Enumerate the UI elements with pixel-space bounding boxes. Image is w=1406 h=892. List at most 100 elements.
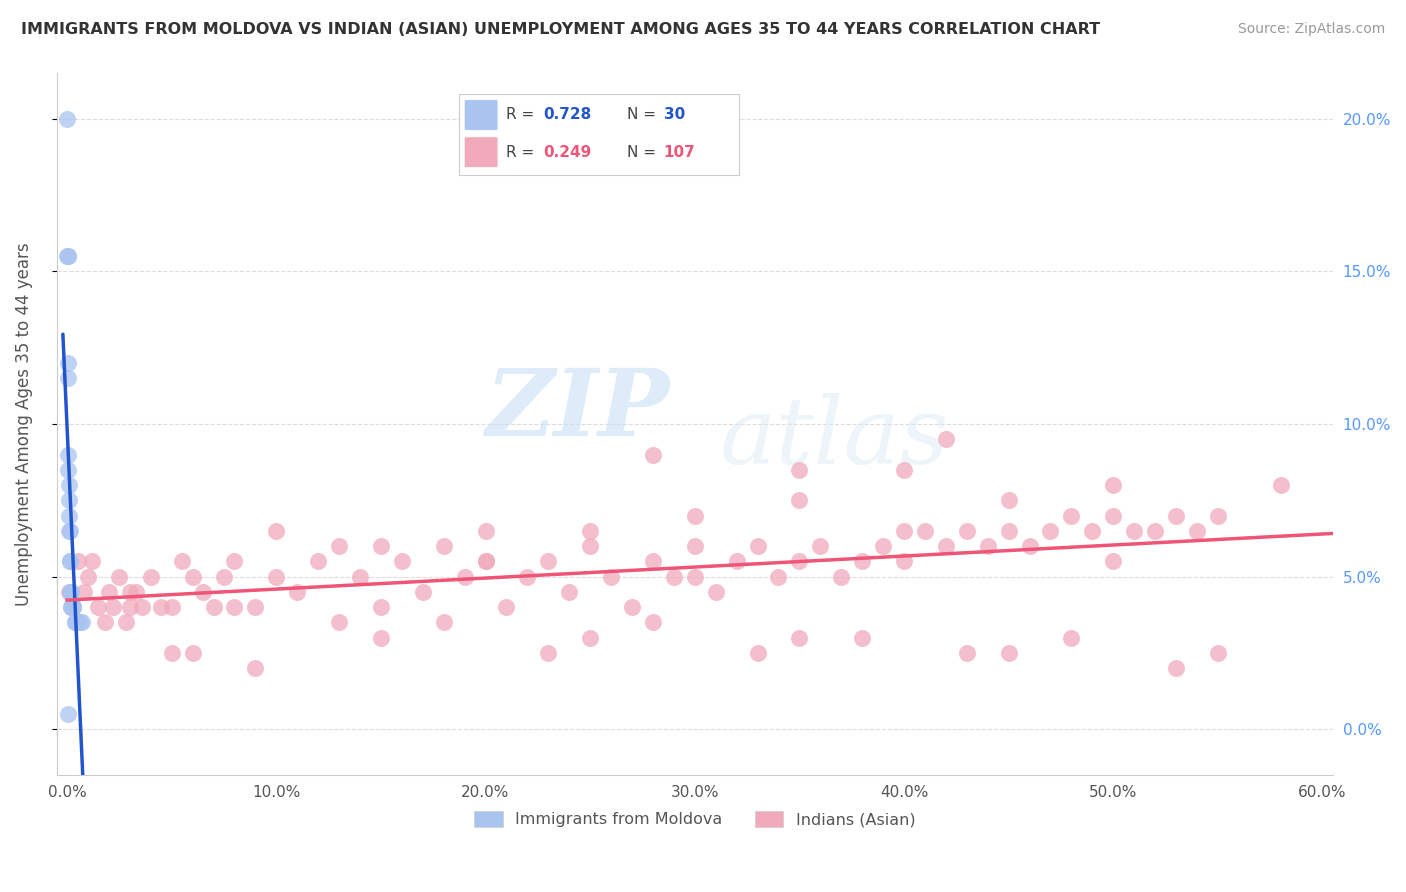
- Point: [830, 570, 852, 584]
- Point: [789, 463, 811, 477]
- Point: [59, 554, 82, 568]
- Point: [1206, 508, 1229, 523]
- Point: [976, 539, 998, 553]
- Point: [474, 554, 496, 568]
- Point: [1081, 524, 1104, 538]
- Point: [851, 631, 873, 645]
- Point: [224, 554, 246, 568]
- Point: [747, 646, 769, 660]
- Point: [108, 570, 131, 584]
- Point: [73, 585, 96, 599]
- Point: [433, 539, 456, 553]
- Point: [70, 615, 93, 630]
- Point: [60, 600, 83, 615]
- Point: [1102, 554, 1125, 568]
- Point: [60, 600, 83, 615]
- Point: [172, 554, 194, 568]
- Point: [60, 585, 83, 599]
- Point: [1102, 478, 1125, 492]
- Point: [202, 600, 225, 615]
- Point: [59, 585, 82, 599]
- Point: [56, 707, 79, 722]
- Point: [537, 646, 560, 660]
- Point: [433, 615, 456, 630]
- Point: [266, 570, 288, 584]
- Point: [118, 585, 141, 599]
- Point: [537, 554, 560, 568]
- Point: [328, 615, 350, 630]
- Point: [391, 554, 413, 568]
- Point: [683, 539, 706, 553]
- Point: [662, 570, 685, 584]
- Point: [997, 493, 1019, 508]
- Point: [641, 554, 664, 568]
- Point: [212, 570, 235, 584]
- Point: [59, 585, 82, 599]
- Point: [558, 585, 581, 599]
- Point: [224, 600, 246, 615]
- Point: [181, 646, 204, 660]
- Point: [118, 600, 141, 615]
- Point: [181, 570, 204, 584]
- Point: [1060, 631, 1083, 645]
- Point: [474, 524, 496, 538]
- Point: [914, 524, 936, 538]
- Point: [683, 570, 706, 584]
- Point: [579, 539, 602, 553]
- Point: [245, 661, 267, 675]
- Point: [1270, 478, 1292, 492]
- Point: [58, 524, 80, 538]
- Text: IMMIGRANTS FROM MOLDOVA VS INDIAN (ASIAN) UNEMPLOYMENT AMONG AGES 35 TO 44 YEARS: IMMIGRANTS FROM MOLDOVA VS INDIAN (ASIAN…: [21, 22, 1101, 37]
- Point: [789, 631, 811, 645]
- Y-axis label: Unemployment Among Ages 35 to 44 years: Unemployment Among Ages 35 to 44 years: [15, 243, 32, 606]
- Point: [58, 448, 80, 462]
- Point: [160, 600, 183, 615]
- Point: [704, 585, 727, 599]
- Point: [495, 600, 517, 615]
- Point: [349, 570, 371, 584]
- Point: [87, 600, 110, 615]
- Point: [1060, 508, 1083, 523]
- Point: [191, 585, 214, 599]
- Text: Source: ZipAtlas.com: Source: ZipAtlas.com: [1237, 22, 1385, 37]
- Legend: Immigrants from Moldova, Indians (Asian): Immigrants from Moldova, Indians (Asian): [467, 805, 922, 834]
- Point: [725, 554, 748, 568]
- Point: [579, 631, 602, 645]
- Point: [56, 463, 79, 477]
- Point: [747, 539, 769, 553]
- Point: [789, 493, 811, 508]
- Point: [412, 585, 434, 599]
- Point: [370, 631, 392, 645]
- Point: [125, 585, 148, 599]
- Point: [600, 570, 623, 584]
- Point: [66, 615, 89, 630]
- Point: [768, 570, 790, 584]
- Point: [307, 554, 329, 568]
- Point: [1123, 524, 1146, 538]
- Point: [641, 615, 664, 630]
- Point: [1185, 524, 1208, 538]
- Point: [453, 570, 475, 584]
- Point: [56, 249, 79, 263]
- Point: [1164, 661, 1187, 675]
- Point: [516, 570, 538, 584]
- Point: [997, 524, 1019, 538]
- Point: [1164, 508, 1187, 523]
- Point: [997, 646, 1019, 660]
- Point: [58, 508, 80, 523]
- Point: [160, 646, 183, 660]
- Point: [62, 600, 84, 615]
- Point: [935, 433, 957, 447]
- Point: [58, 524, 80, 538]
- Point: [66, 554, 89, 568]
- Point: [956, 524, 979, 538]
- Point: [82, 554, 104, 568]
- Point: [370, 539, 392, 553]
- Point: [101, 600, 124, 615]
- Point: [58, 478, 80, 492]
- Point: [893, 524, 915, 538]
- Point: [1144, 524, 1167, 538]
- Point: [328, 539, 350, 553]
- Point: [58, 585, 80, 599]
- Point: [851, 554, 873, 568]
